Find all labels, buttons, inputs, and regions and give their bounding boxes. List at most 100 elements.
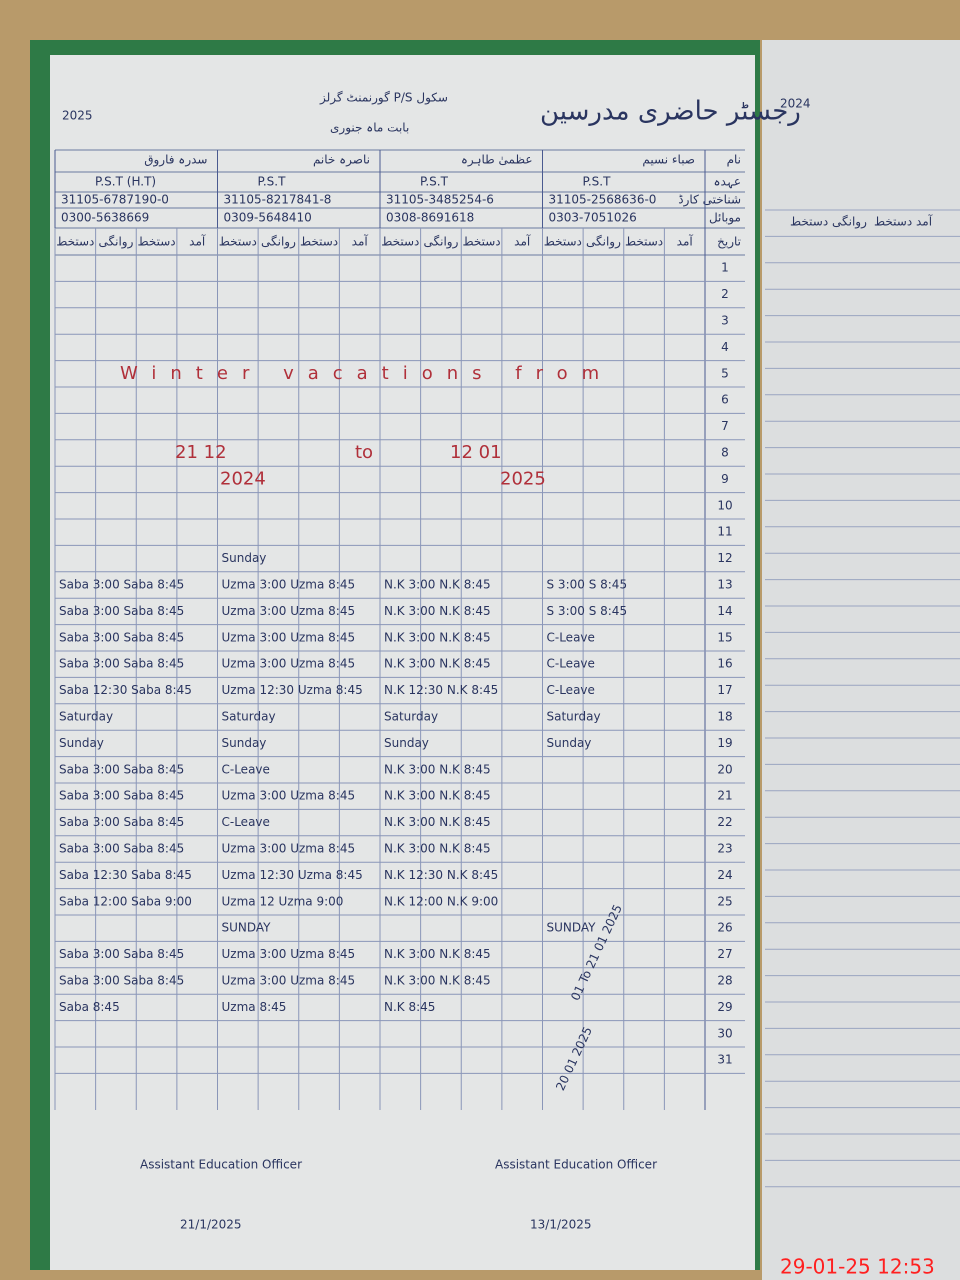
sub-header: روانگی — [423, 235, 458, 250]
entry: C-Leave — [222, 815, 270, 829]
entry: Saturday — [547, 710, 601, 724]
entry: S 3:00 S 8:45 — [547, 578, 628, 592]
day-number: 7 — [721, 419, 729, 433]
day-number: 1 — [721, 261, 729, 275]
entry: N.K 8:45 — [384, 1000, 435, 1014]
entry: Sunday — [222, 551, 267, 565]
entry: Saba 12:30 Saba 8:45 — [59, 683, 192, 697]
entry: N.K 3:00 N.K 8:45 — [384, 974, 491, 988]
entry: N.K 3:00 N.K 8:45 — [384, 604, 491, 618]
sub-header: دستخط — [874, 215, 912, 229]
entry: C-Leave — [222, 762, 270, 776]
day-number: 3 — [721, 314, 729, 328]
entry: Uzma 3:00 Uzma 8:45 — [222, 789, 356, 803]
entry: Saba 8:45 — [59, 1000, 120, 1014]
entry: Sunday — [59, 736, 104, 750]
teacher-post: P.S.T — [583, 175, 612, 189]
day-number: 18 — [717, 710, 732, 724]
month: بابت ماہ جنوری — [330, 121, 409, 136]
entry: N.K 3:00 N.K 8:45 — [384, 578, 491, 592]
row-label: نام — [727, 153, 741, 167]
sub-header: دستخط — [219, 235, 257, 249]
day-number: 24 — [717, 868, 732, 882]
day-number: 29 — [717, 1000, 732, 1014]
sub-header: آمد — [514, 234, 531, 249]
teacher-phone: 0309-5648410 — [224, 211, 312, 225]
sub-header: دستخط — [790, 215, 828, 229]
sub-header: دستخط — [625, 235, 663, 249]
row-label: عہدہ — [713, 175, 741, 189]
entry: Saba 12:30 Saba 8:45 — [59, 868, 192, 882]
sub-header: دستخط — [381, 235, 419, 249]
day-number: 21 — [717, 789, 732, 803]
sub-header: روانگی — [98, 235, 133, 250]
vacation-date: 2025 — [500, 468, 546, 489]
sub-header: آمد — [677, 234, 694, 249]
entry: Sunday — [384, 736, 429, 750]
stamp: Assistant Education Officer — [140, 1158, 302, 1172]
sub-header: روانگی — [586, 235, 621, 250]
entry: Uzma 3:00 Uzma 8:45 — [222, 947, 356, 961]
entry: Uzma 3:00 Uzma 8:45 — [222, 842, 356, 856]
entry: C-Leave — [547, 683, 595, 697]
entry: Sunday — [547, 736, 592, 750]
entry: Uzma 3:00 Uzma 8:45 — [222, 578, 356, 592]
entry: Saba 3:00 Saba 8:45 — [59, 974, 184, 988]
entry: Sunday — [222, 736, 267, 750]
vacation-date: to — [355, 442, 373, 463]
sub-header: دستخط — [462, 235, 500, 249]
entry: Saba 3:00 Saba 8:45 — [59, 947, 184, 961]
entry: Saba 3:00 Saba 8:45 — [59, 842, 184, 856]
day-number: 9 — [721, 472, 729, 486]
day-number: 26 — [717, 921, 732, 935]
day-number: 14 — [717, 604, 732, 618]
row-label: شناختی کارڈ — [678, 193, 741, 208]
sub-header: روانگی — [832, 215, 867, 230]
sub-header: دستخط — [56, 235, 94, 249]
day-number: 5 — [721, 366, 729, 380]
day-number: 25 — [717, 894, 732, 908]
sub-header: آمد — [352, 234, 369, 249]
sub-header: آمد — [916, 214, 933, 229]
vacation-date: 12 01 — [450, 442, 502, 463]
teacher-post: P.S.T — [420, 175, 449, 189]
day-number: 6 — [721, 393, 729, 407]
teacher-phone: 0303-7051026 — [549, 211, 637, 225]
stamp-date: 21/1/2025 — [180, 1218, 242, 1232]
teacher-cnic: 31105-3485254-6 — [386, 193, 494, 207]
title: رجسٹر حاضری مدرسین — [540, 97, 801, 127]
entry: Saba 3:00 Saba 8:45 — [59, 789, 184, 803]
entry: Uzma 3:00 Uzma 8:45 — [222, 604, 356, 618]
entry: N.K 3:00 N.K 8:45 — [384, 815, 491, 829]
row-label: تاریخ — [717, 235, 741, 250]
sub-header: دستخط — [137, 235, 175, 249]
sub-header: آمد — [189, 234, 206, 249]
day-number: 28 — [717, 974, 732, 988]
day-number: 31 — [717, 1053, 732, 1067]
entry: N.K 12:00 N.K 9:00 — [384, 894, 498, 908]
teacher-name: صباء نسیم — [642, 153, 695, 167]
sub-header: روانگی — [261, 235, 296, 250]
entry: N.K 3:00 N.K 8:45 — [384, 947, 491, 961]
entry: N.K 12:30 N.K 8:45 — [384, 868, 498, 882]
day-number: 27 — [717, 947, 732, 961]
day-number: 30 — [717, 1026, 732, 1040]
teacher-name: عظمیٰ طاہرہ — [461, 153, 533, 168]
entry: S 3:00 S 8:45 — [547, 604, 628, 618]
teacher-post: P.S.T (H.T) — [95, 175, 156, 189]
vacation-date: 2024 — [220, 468, 266, 489]
vacation-date: 21 12 — [175, 442, 227, 463]
teacher-name: سدرہ فاروق — [144, 153, 207, 168]
day-number: 15 — [717, 630, 732, 644]
day-number: 4 — [721, 340, 729, 354]
entry: N.K 3:00 N.K 8:45 — [384, 762, 491, 776]
entry: Uzma 3:00 Uzma 8:45 — [222, 630, 356, 644]
vacation-note: Winter vacations from — [120, 363, 613, 384]
year-right: 2024 — [780, 97, 811, 111]
day-number: 16 — [717, 657, 732, 671]
day-number: 11 — [717, 525, 732, 539]
day-number: 13 — [717, 578, 732, 592]
entry: Uzma 8:45 — [222, 1000, 287, 1014]
entry: Saturday — [59, 710, 113, 724]
